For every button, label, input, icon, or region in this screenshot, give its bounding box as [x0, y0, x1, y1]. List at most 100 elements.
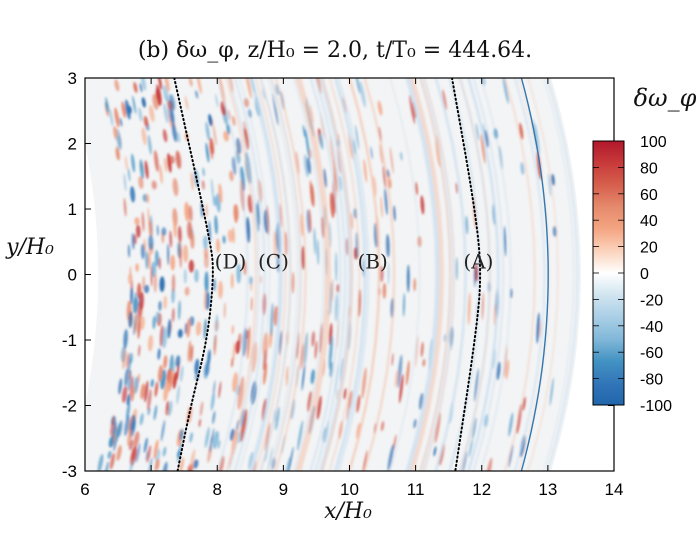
vorticity-streak	[143, 115, 149, 127]
vorticity-streak	[183, 268, 187, 284]
vorticity-stripe	[296, 78, 328, 471]
vorticity-streak	[150, 266, 153, 287]
vorticity-streak	[212, 278, 217, 292]
vorticity-streak	[475, 123, 480, 141]
vorticity-streak	[109, 108, 114, 126]
vorticity-streak	[152, 316, 156, 330]
vorticity-streak	[133, 314, 139, 333]
vorticity-stripe	[234, 78, 266, 471]
vorticity-stripe	[295, 78, 327, 471]
vorticity-streak	[146, 193, 149, 204]
vorticity-stripe	[389, 78, 421, 471]
vorticity-streak	[212, 430, 220, 449]
vorticity-streak	[159, 276, 165, 292]
vorticity-streak	[245, 78, 252, 99]
vorticity-streak	[189, 449, 196, 470]
vorticity-streak	[402, 292, 406, 317]
y-tick-label: -3	[62, 462, 77, 481]
vorticity-streak	[172, 177, 179, 197]
vorticity-streak	[195, 90, 199, 99]
vorticity-streak	[169, 155, 175, 164]
vorticity-streak	[127, 273, 133, 285]
vorticity-streak	[482, 123, 485, 134]
colorbar-title: δω_φ	[634, 84, 697, 112]
vorticity-streak	[226, 123, 231, 135]
x-tick-label: 6	[80, 480, 89, 499]
vorticity-streak	[420, 341, 424, 358]
y-tick-label: 3	[68, 69, 77, 88]
vorticity-streak	[370, 146, 373, 160]
vorticity-streak	[303, 331, 309, 366]
vorticity-streak	[218, 183, 223, 204]
vorticity-streak	[229, 170, 234, 182]
vorticity-streak	[123, 329, 128, 349]
vorticity-streak	[297, 420, 304, 451]
vorticity-streak	[442, 89, 447, 111]
vorticity-streak	[128, 369, 131, 381]
vorticity-streak	[285, 374, 289, 387]
vorticity-streak	[107, 450, 112, 459]
vorticity-streak	[492, 347, 496, 369]
vorticity-stripe	[248, 78, 281, 471]
vorticity-streak	[205, 121, 210, 141]
vorticity-streak	[157, 348, 161, 360]
vorticity-stripe	[412, 78, 444, 471]
vorticity-streak	[144, 284, 150, 294]
colorbar-tick-label: -40	[640, 319, 663, 336]
vorticity-streak	[415, 335, 419, 368]
vorticity-stripe	[546, 78, 579, 471]
vorticity-streak	[119, 117, 123, 127]
vorticity-streak	[359, 81, 366, 108]
vorticity-streak	[148, 220, 153, 237]
vorticity-streak	[502, 78, 509, 104]
vorticity-streak	[124, 156, 128, 171]
vorticity-streak	[266, 204, 270, 237]
vorticity-streak	[520, 162, 525, 175]
vorticity-stripe	[472, 78, 505, 471]
vorticity-streak	[319, 132, 324, 150]
vorticity-stripe	[543, 78, 575, 471]
vorticity-streak	[481, 292, 484, 320]
vorticity-streak	[397, 354, 403, 389]
vorticity-streak	[222, 235, 226, 244]
vorticity-streak	[167, 107, 172, 128]
vorticity-streak	[205, 203, 208, 217]
y-tick-label: -2	[62, 397, 77, 416]
vorticity-streak	[205, 292, 211, 310]
vorticity-streak	[142, 194, 148, 202]
vorticity-streak	[138, 107, 143, 122]
vorticity-streak	[188, 405, 193, 424]
vorticity-streak	[194, 358, 200, 375]
vorticity-streak	[154, 458, 160, 471]
annotation-label: (B)	[357, 249, 387, 273]
vorticity-streak	[130, 287, 133, 305]
vorticity-streak	[503, 225, 507, 257]
vorticity-streak	[505, 359, 510, 380]
vorticity-streak	[322, 427, 327, 443]
vorticity-streak	[307, 390, 312, 413]
vorticity-streak	[139, 82, 143, 93]
x-tick-label: 9	[279, 480, 288, 499]
vorticity-streak	[124, 99, 131, 120]
vorticity-streak	[316, 395, 322, 420]
vorticity-streak	[140, 243, 145, 260]
vorticity-streak	[172, 371, 177, 389]
vorticity-streak	[212, 410, 216, 425]
annotation-label: (C)	[258, 249, 289, 273]
vorticity-streak	[145, 250, 149, 270]
region-annotations: (D) (C) (B) (A)	[215, 249, 494, 273]
vorticity-streak	[462, 450, 468, 471]
vorticity-streak	[124, 414, 130, 437]
vorticity-stripe	[504, 78, 536, 471]
vorticity-streak	[363, 158, 368, 183]
vorticity-stripe	[409, 78, 442, 471]
vorticity-streak	[380, 421, 385, 432]
vorticity-streak	[231, 156, 237, 176]
vorticity-streak	[272, 92, 279, 126]
vorticity-streak	[140, 383, 146, 400]
vorticity-streak	[406, 264, 410, 293]
vorticity-streak	[169, 354, 174, 372]
vorticity-streak	[295, 151, 300, 175]
vorticity-streak	[267, 447, 273, 471]
vorticity-stripe	[422, 78, 455, 471]
